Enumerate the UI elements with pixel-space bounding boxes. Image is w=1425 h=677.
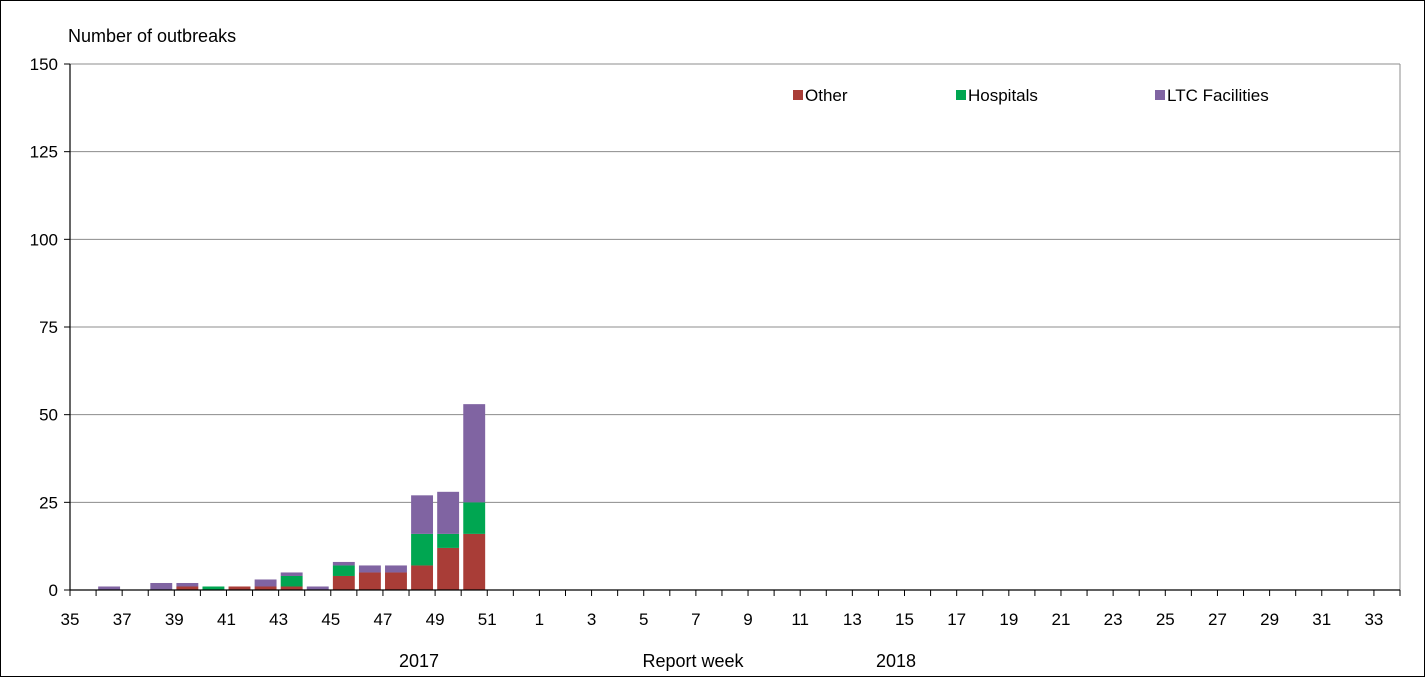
y-tick-label-50: 50 <box>39 406 58 425</box>
bar-ltc-facilities-week-42 <box>254 579 277 587</box>
bar-ltc-facilities-week-46 <box>358 565 381 573</box>
year-label-2018: 2018 <box>876 651 916 671</box>
bar-ltc-facilities-week-48 <box>411 495 434 534</box>
bar-ltc-facilities-week-38 <box>150 582 173 590</box>
x-tick-label-39: 39 <box>165 610 184 629</box>
bar-hospitals-week-45 <box>332 565 355 576</box>
bar-ltc-facilities-week-47 <box>385 565 407 573</box>
axes <box>69 64 1400 591</box>
bar-ltc-facilities-week-39 <box>176 582 199 587</box>
bar-other-week-48 <box>411 565 434 590</box>
x-tick-label-31: 31 <box>1312 610 1331 629</box>
bar-other-week-39 <box>176 586 199 590</box>
legend-swatch-hospitals <box>956 90 966 100</box>
x-tick-label-17: 17 <box>947 610 966 629</box>
x-tick-label-25: 25 <box>1156 610 1175 629</box>
x-axis-ticks: 35 37 39 41 43 45 47 49 51 1 3 5 7 9 11 13 15 17 19 21 23 25 2… <box>61 590 1401 629</box>
bar-ltc-facilities-week-36 <box>98 586 121 590</box>
legend-label-other: Other <box>805 86 848 105</box>
x-tick-label-35: 35 <box>61 610 80 629</box>
bar-other-week-47 <box>385 572 407 590</box>
x-tick-label-9: 9 <box>743 610 752 629</box>
bar-ltc-facilities-week-45 <box>332 561 355 566</box>
y-tick-label-125: 125 <box>30 143 58 162</box>
bar-other-week-45 <box>332 575 355 590</box>
bar-ltc-facilities-week-43 <box>280 572 303 576</box>
x-tick-label-5: 5 <box>639 610 648 629</box>
bar-other-week-49 <box>437 547 460 590</box>
x-tick-label-47: 47 <box>373 610 392 629</box>
bar-hospitals-week-50 <box>463 502 486 534</box>
bar-other-week-42 <box>254 586 277 590</box>
legend-label-ltc-facilities: LTC Facilities <box>1167 86 1269 105</box>
x-tick-label-1: 1 <box>535 610 544 629</box>
y-tick-label-0: 0 <box>49 581 58 600</box>
x-tick-label-33: 33 <box>1364 610 1383 629</box>
x-tick-label-41: 41 <box>217 610 236 629</box>
bar-other-week-41 <box>228 586 251 590</box>
y-tick-label-100: 100 <box>30 230 58 249</box>
x-tick-label-3: 3 <box>587 610 596 629</box>
y-tick-label-25: 25 <box>39 493 58 512</box>
x-tick-label-19: 19 <box>999 610 1018 629</box>
y-tick-label-150: 150 <box>30 55 58 74</box>
bar-ltc-facilities-week-49 <box>437 491 460 534</box>
x-tick-label-51: 51 <box>478 610 497 629</box>
bar-other-week-50 <box>463 533 486 590</box>
x-tick-label-37: 37 <box>113 610 132 629</box>
bar-hospitals-week-40 <box>202 586 225 590</box>
x-tick-label-13: 13 <box>843 610 862 629</box>
x-tick-label-15: 15 <box>895 610 914 629</box>
y-axis-ticks: 0 25 50 75 100 125 150 <box>30 55 70 600</box>
bar-hospitals-week-43 <box>280 575 303 587</box>
bar-other-week-46 <box>358 572 381 590</box>
x-axis-label: Report week <box>642 651 744 671</box>
gridlines <box>70 63 1401 590</box>
bar-hospitals-week-48 <box>411 533 434 566</box>
x-tick-label-11: 11 <box>791 610 809 629</box>
x-tick-label-45: 45 <box>321 610 340 629</box>
bar-hospitals-week-49 <box>437 533 460 548</box>
legend-swatch-ltc-facilities <box>1155 90 1165 100</box>
y-axis-label: Number of outbreaks <box>68 26 236 46</box>
bar-ltc-facilities-week-44 <box>306 586 329 590</box>
x-tick-label-43: 43 <box>269 610 288 629</box>
legend-label-hospitals: Hospitals <box>968 86 1038 105</box>
x-tick-label-7: 7 <box>691 610 700 629</box>
bar-ltc-facilities-week-50 <box>463 404 486 503</box>
x-tick-label-29: 29 <box>1260 610 1279 629</box>
x-tick-label-49: 49 <box>426 610 445 629</box>
x-tick-label-21: 21 <box>1052 610 1071 629</box>
year-label-2017: 2017 <box>399 651 439 671</box>
y-tick-label-75: 75 <box>39 318 58 337</box>
bars <box>98 404 486 590</box>
legend: Other Hospitals LTC Facilities <box>793 86 1269 105</box>
x-tick-label-27: 27 <box>1208 610 1227 629</box>
x-tick-label-23: 23 <box>1104 610 1123 629</box>
bar-other-week-43 <box>280 586 303 590</box>
legend-swatch-other <box>793 90 803 100</box>
